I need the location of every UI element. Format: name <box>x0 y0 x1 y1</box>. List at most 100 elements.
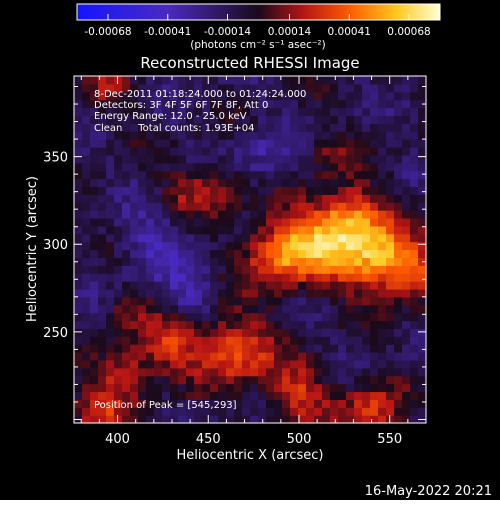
heatmap-cell <box>170 186 179 195</box>
heatmap-cell <box>258 328 267 337</box>
heatmap-cell <box>290 320 299 329</box>
heatmap-cell <box>170 194 179 203</box>
heatmap-cell <box>282 296 291 306</box>
heatmap-cell <box>362 288 371 298</box>
heatmap-cell <box>114 115 123 124</box>
heatmap-cell <box>274 202 283 211</box>
heatmap-cell <box>314 76 323 85</box>
heatmap-cell <box>218 249 227 258</box>
heatmap-cell <box>314 146 323 156</box>
heatmap-cell <box>378 352 387 361</box>
heatmap-cell <box>394 375 403 385</box>
heatmap-cell <box>90 383 99 393</box>
heatmap-cell <box>130 288 139 298</box>
heatmap-cell <box>282 194 291 203</box>
heatmap-cell <box>250 281 259 290</box>
heatmap-cell <box>218 415 227 424</box>
heatmap-cell <box>418 154 427 164</box>
heatmap-cell <box>330 233 339 243</box>
heatmap-cell <box>218 202 227 211</box>
heatmap-cell <box>394 233 403 243</box>
heatmap-cell <box>74 233 83 243</box>
heatmap-cell <box>90 336 99 345</box>
heatmap-cell <box>210 288 219 298</box>
heatmap-cell <box>290 186 299 195</box>
heatmap-cell <box>362 202 371 211</box>
heatmap-cell <box>74 257 83 266</box>
heatmap-cell <box>186 202 195 211</box>
heatmap-cell <box>194 210 203 219</box>
heatmap-cell <box>338 162 347 172</box>
heatmap-cell <box>402 273 411 282</box>
heatmap-cell <box>146 415 155 424</box>
heatmap-cell <box>90 162 99 172</box>
heatmap-cell <box>170 265 179 274</box>
heatmap-cell <box>314 375 323 385</box>
heatmap-cell <box>194 99 203 109</box>
heatmap-cell <box>258 83 267 93</box>
heatmap-cell <box>282 320 291 329</box>
heatmap-cell <box>154 304 163 314</box>
heatmap-cell <box>338 91 347 101</box>
heatmap-cell <box>274 249 283 258</box>
heatmap-cell <box>250 139 259 148</box>
heatmap-cell <box>354 139 363 148</box>
heatmap-cell <box>418 265 427 274</box>
heatmap-cell <box>362 296 371 306</box>
heatmap-cell <box>274 210 283 219</box>
heatmap-cell <box>370 375 379 385</box>
heatmap-cell <box>290 257 299 266</box>
heatmap-cell <box>114 76 123 85</box>
heatmap-cell <box>250 131 259 140</box>
heatmap-cell <box>186 328 195 337</box>
heatmap-cell <box>170 170 179 180</box>
heatmap-cell <box>218 146 227 156</box>
heatmap-cell <box>282 265 291 274</box>
heatmap-cell <box>378 304 387 314</box>
heatmap-cell <box>338 225 347 235</box>
heatmap-cell <box>402 123 411 132</box>
heatmap-cell <box>162 91 171 101</box>
heatmap-cell <box>402 210 411 219</box>
heatmap-cell <box>146 336 155 345</box>
heatmap-cell <box>306 210 315 219</box>
heatmap-cell <box>242 320 251 329</box>
heatmap-cell <box>394 123 403 132</box>
heatmap-cell <box>202 186 211 195</box>
heatmap-cell <box>410 194 419 203</box>
heatmap-cell <box>346 352 355 361</box>
heatmap-cell <box>170 383 179 393</box>
heatmap-cell <box>338 99 347 109</box>
heatmap-cell <box>186 281 195 290</box>
heatmap-cell <box>330 391 339 400</box>
heatmap-cell <box>218 210 227 219</box>
heatmap-cell <box>378 359 387 369</box>
heatmap-cell <box>162 391 171 400</box>
heatmap-cell <box>394 273 403 282</box>
heatmap-cell <box>82 407 91 416</box>
heatmap-cell <box>386 131 395 140</box>
heatmap-cell <box>402 217 411 227</box>
heatmap-cell <box>298 233 307 243</box>
heatmap-cell <box>74 375 83 385</box>
heatmap-cell <box>362 162 371 172</box>
heatmap-cell <box>154 296 163 306</box>
heatmap-cell <box>298 296 307 306</box>
heatmap-cell <box>362 359 371 369</box>
heatmap-cell <box>242 131 251 140</box>
heatmap-cell <box>106 336 115 345</box>
heatmap-cell <box>154 115 163 124</box>
heatmap-cell <box>250 241 259 251</box>
heatmap-cell <box>330 344 339 353</box>
heatmap-cell <box>178 162 187 172</box>
heatmap-cell <box>298 225 307 235</box>
heatmap-cell <box>146 367 155 377</box>
heatmap-cell <box>386 359 395 369</box>
heatmap-cell <box>154 91 163 101</box>
heatmap-cell <box>170 312 179 322</box>
heatmap-cell <box>402 383 411 393</box>
heatmap-cell <box>330 352 339 361</box>
heatmap-cell <box>346 146 355 156</box>
heatmap-cell <box>122 391 131 400</box>
heatmap-cell <box>354 399 363 408</box>
